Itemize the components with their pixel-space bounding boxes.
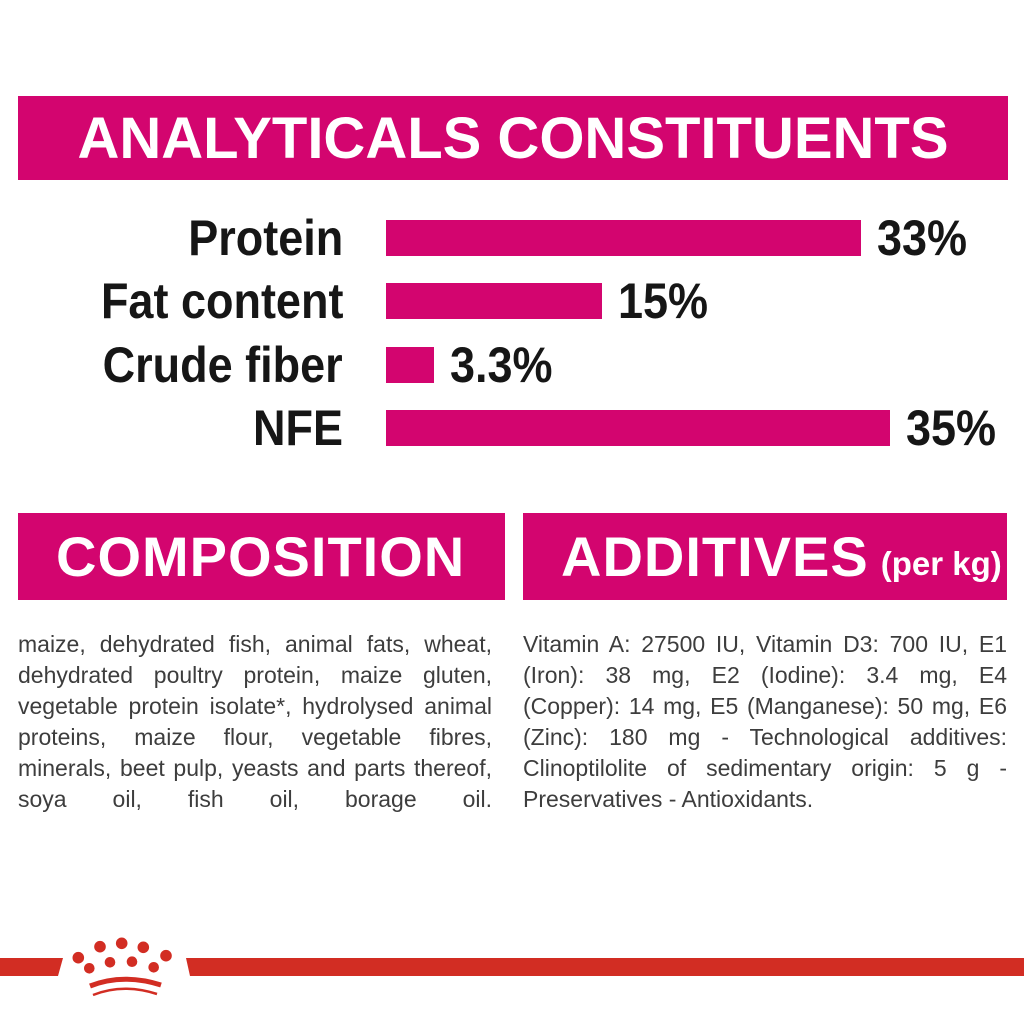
additives-per-kg-label: (per kg) [880, 544, 1002, 582]
bar-value: 35% [906, 400, 997, 456]
bar-fat-content [386, 283, 602, 319]
bar-protein [386, 220, 861, 256]
composition-banner: COMPOSITION [18, 513, 505, 600]
chart-row-nfe: NFE 35% [0, 400, 1024, 456]
footer-band [0, 937, 1024, 997]
composition-text: maize, dehydrated fish, animal fats, whe… [18, 631, 492, 812]
analyticals-banner: ANALYTICALS CONSTITUENTS [18, 96, 1008, 180]
bar-value: 3.3% [450, 337, 553, 393]
royal-canin-crown-logo [72, 937, 172, 997]
bar-label: Protein [187, 210, 343, 266]
analyticals-title: ANALYTICALS CONSTITUENTS [77, 105, 949, 171]
bar-nfe [386, 410, 890, 446]
footer-band-left [0, 958, 63, 976]
footer-band-right [186, 958, 1024, 976]
chart-row-fat-content: Fat content 15% [0, 273, 1024, 329]
additives-title: ADDITIVES [561, 525, 869, 588]
chart-row-protein: Protein 33% [0, 210, 1024, 266]
additives-banner: ADDITIVES (per kg) [523, 513, 1007, 600]
additives-text: Vitamin A: 27500 IU, Vitamin D3: 700 IU,… [523, 631, 1007, 812]
bar-value: 15% [618, 273, 709, 329]
bar-crude-fiber [386, 347, 434, 383]
bar-value: 33% [877, 210, 968, 266]
chart-row-crude-fiber: Crude fiber 3.3% [0, 337, 1024, 393]
bar-label: Fat content [100, 273, 343, 329]
composition-title: COMPOSITION [56, 525, 466, 588]
bar-label: Crude fiber [102, 337, 343, 393]
bar-label: NFE [253, 400, 343, 456]
